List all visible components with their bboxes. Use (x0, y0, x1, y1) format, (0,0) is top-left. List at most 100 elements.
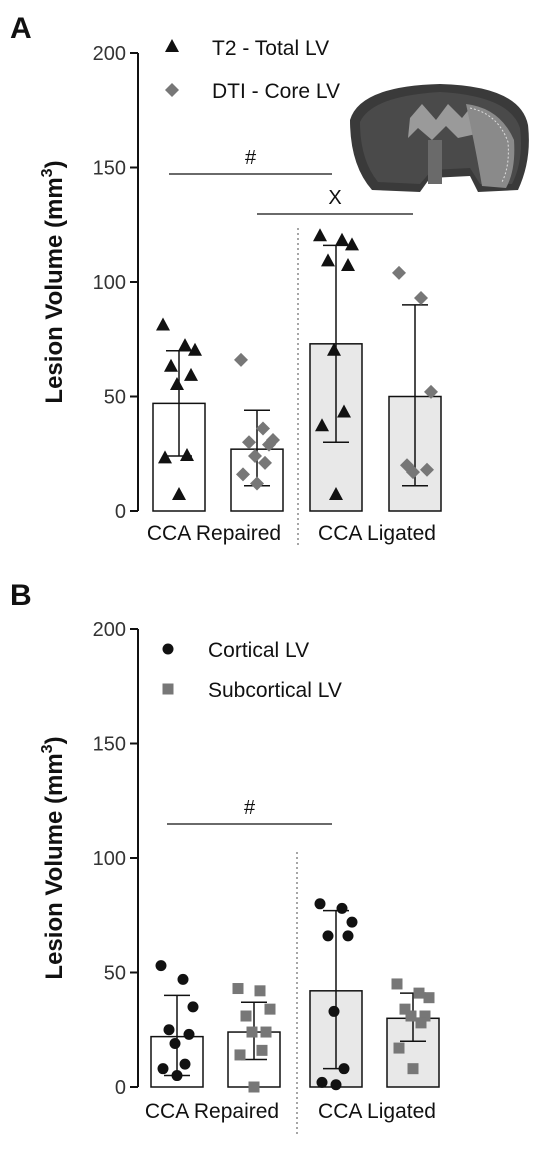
data-point (391, 978, 403, 990)
significance-symbol: # (244, 797, 256, 819)
data-point (420, 462, 434, 477)
data-point (338, 1063, 350, 1075)
data-point (407, 1063, 419, 1075)
data-point (158, 450, 172, 464)
data-point (321, 253, 335, 267)
data-point (262, 437, 276, 452)
legend-marker (165, 83, 179, 97)
data-point (183, 1028, 195, 1040)
data-point (236, 467, 250, 482)
y-tick-label: 150 (93, 158, 126, 180)
data-point (155, 960, 167, 972)
data-point (336, 902, 348, 914)
data-point (258, 455, 272, 470)
data-point (163, 1024, 175, 1036)
data-point (177, 973, 189, 985)
data-point (341, 257, 355, 271)
data-point (406, 465, 420, 480)
data-point (413, 987, 425, 999)
data-point (187, 1001, 199, 1013)
data-point (256, 421, 270, 436)
data-point (246, 1026, 258, 1038)
brain-section-image (340, 80, 535, 198)
significance-symbol: X (328, 187, 341, 209)
data-point (260, 1026, 272, 1038)
data-point (157, 1063, 169, 1075)
data-point (240, 1010, 252, 1022)
y-tick-label: 200 (93, 43, 126, 65)
data-point (337, 404, 351, 418)
data-point (169, 1037, 181, 1049)
data-point (415, 1017, 427, 1029)
legend-marker (165, 39, 179, 52)
data-point (248, 449, 262, 464)
panel-a: A 0 50 100 150 200 Lesion Volume (mm3) CCA Rep… (10, 12, 535, 547)
group-label: CCA Repaired (147, 522, 281, 545)
data-point (248, 1081, 260, 1093)
data-point (399, 1003, 411, 1015)
y-tick-label: 200 (93, 619, 126, 641)
data-point (179, 1058, 191, 1070)
data-point (171, 1070, 183, 1082)
legend-marker (162, 643, 174, 655)
data-point (419, 1010, 431, 1022)
data-point (184, 367, 198, 381)
data-point (234, 352, 248, 367)
data-point (342, 930, 354, 942)
data-point (345, 237, 359, 251)
data-point (188, 342, 202, 356)
data-point (392, 265, 406, 280)
data-point (423, 992, 435, 1004)
y-axis-label: Lesion Volume (mm3) (39, 160, 68, 403)
data-point (234, 1049, 246, 1061)
panel-b: B 0 50 100 150 200 Lesion Volume (mm3) CCA Rep… (10, 579, 440, 1135)
y-tick-label: 0 (115, 501, 126, 523)
data-point (414, 291, 428, 306)
data-point (156, 317, 170, 331)
data-point (322, 930, 334, 942)
legend-label: T2 - Total LV (212, 37, 329, 60)
legend-label: Cortical LV (208, 639, 309, 662)
data-point (264, 1003, 276, 1015)
panel-label: B (10, 579, 32, 612)
data-point (346, 916, 358, 928)
data-point (242, 435, 256, 450)
data-point (178, 338, 192, 352)
data-point (314, 898, 326, 910)
group-label: CCA Ligated (318, 1100, 436, 1123)
data-point (172, 486, 186, 500)
data-point (254, 985, 266, 997)
legend-label: DTI - Core LV (212, 80, 340, 103)
y-tick-label: 100 (93, 848, 126, 870)
y-tick-label: 150 (93, 734, 126, 756)
data-point (250, 476, 264, 491)
data-point (256, 1044, 268, 1056)
data-point (232, 983, 244, 995)
y-axis-label: Lesion Volume (mm3) (39, 736, 68, 979)
legend-marker (162, 683, 174, 695)
data-point (328, 1005, 340, 1017)
legend-label: Subcortical LV (208, 679, 342, 702)
data-point (327, 342, 341, 356)
data-point (164, 358, 178, 372)
y-tick-label: 0 (115, 1077, 126, 1099)
data-point (329, 486, 343, 500)
data-point (316, 1076, 328, 1088)
y-tick-label: 50 (104, 387, 126, 409)
data-point (180, 448, 194, 462)
data-point (170, 377, 184, 391)
data-point (393, 1042, 405, 1054)
data-point (405, 1010, 417, 1022)
data-point (335, 232, 349, 246)
y-tick-label: 50 (104, 963, 126, 985)
data-point (313, 228, 327, 242)
data-point (315, 418, 329, 432)
group-label: CCA Repaired (145, 1100, 279, 1123)
significance-symbol: # (245, 147, 257, 169)
panel-label: A (10, 12, 32, 45)
y-tick-label: 100 (93, 272, 126, 294)
data-point (424, 384, 438, 399)
group-label: CCA Ligated (318, 522, 436, 545)
data-point (330, 1079, 342, 1091)
